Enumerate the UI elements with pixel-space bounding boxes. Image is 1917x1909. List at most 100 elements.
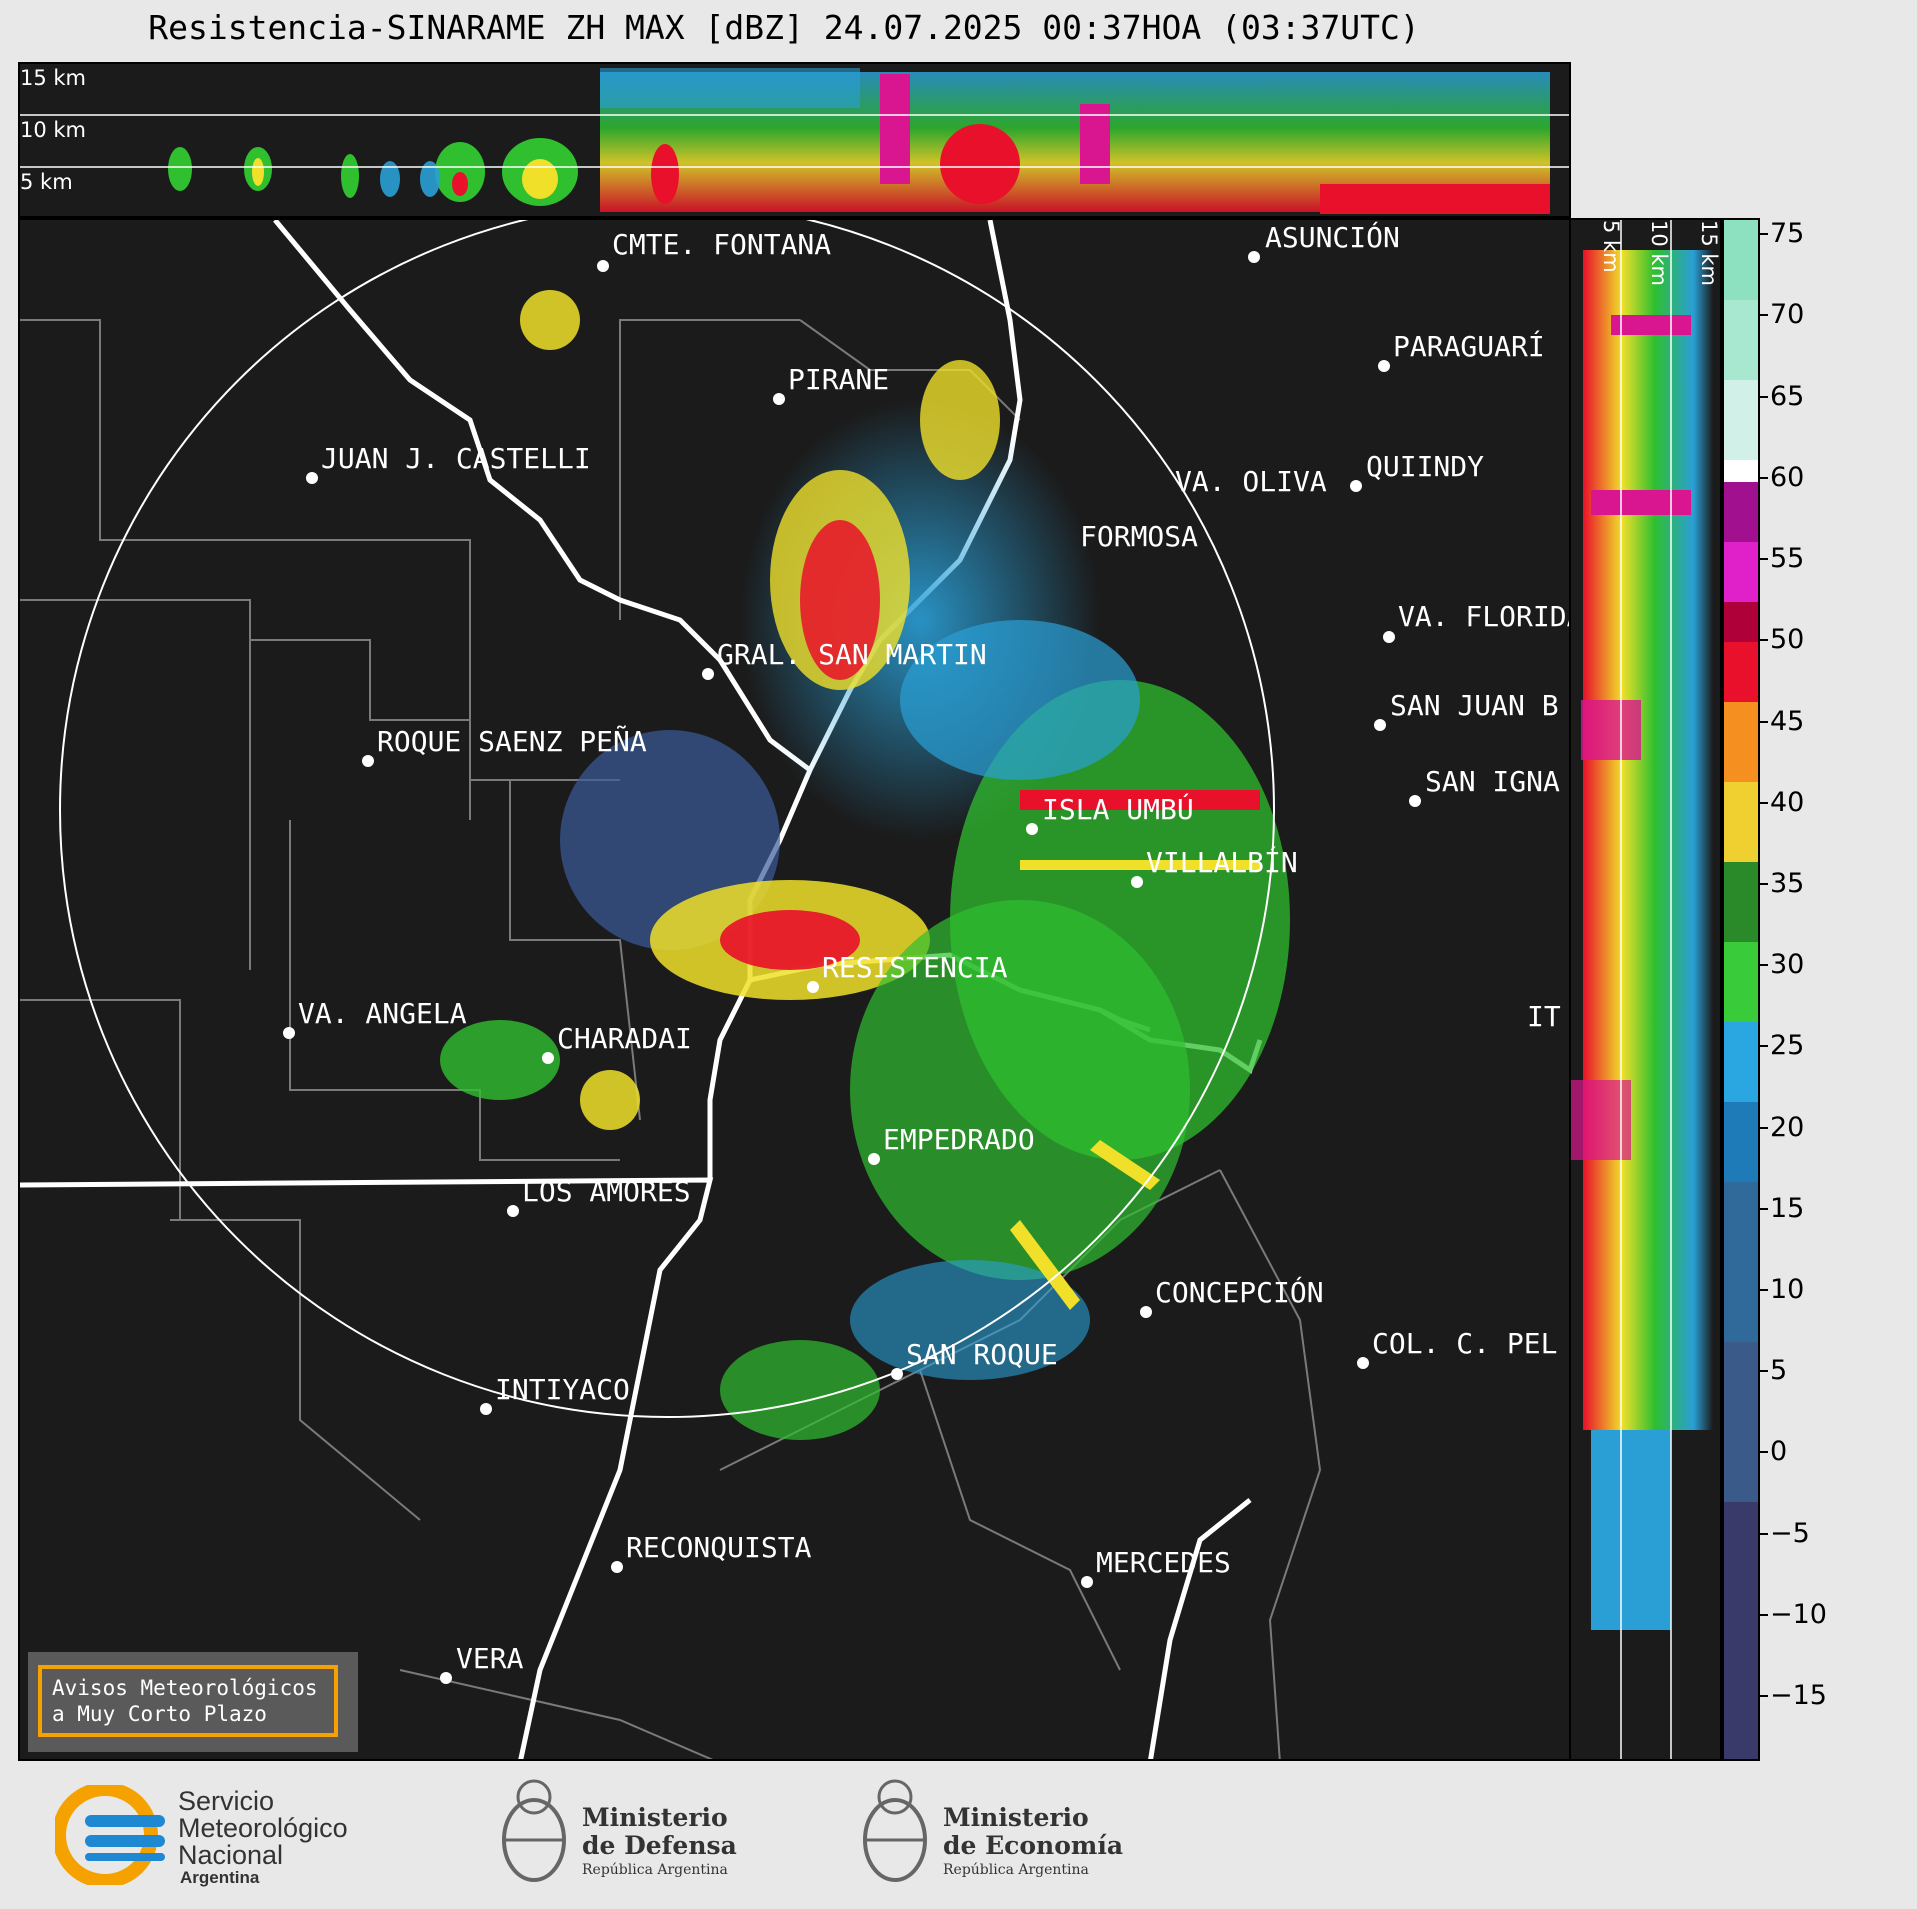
city-dot — [1140, 1306, 1152, 1318]
colorbar-tick-mark — [1760, 720, 1768, 723]
colorbar-tick-mark — [1760, 395, 1768, 398]
side-height-label: 5 km — [1599, 220, 1623, 273]
colorbar-tick-label: 30 — [1770, 949, 1805, 981]
city-dot — [1131, 876, 1143, 888]
smn-logo-icon — [55, 1785, 165, 1885]
top-height-label: 5 km — [20, 170, 73, 194]
city-label-asuncion: ASUNCIÓN — [1265, 221, 1400, 254]
side-height-label: 15 km — [1697, 220, 1721, 287]
top-height-label: 15 km — [20, 66, 87, 90]
city-label-concepcion: CONCEPCIÓN — [1155, 1276, 1324, 1309]
side-profile-echoes — [1571, 220, 1713, 1759]
warning-line-1: Avisos Meteorológicos — [52, 1676, 318, 1700]
city-dot — [440, 1672, 452, 1684]
defensa-line-1: Ministerio — [582, 1803, 728, 1832]
colorbar-tick-mark — [1760, 1207, 1768, 1210]
colorbar-tick-mark — [1760, 314, 1768, 317]
city-dot — [542, 1052, 554, 1064]
defensa-line-2: de Defensa — [582, 1831, 737, 1860]
city-label-quiindy: QUIINDY — [1366, 450, 1485, 483]
smn-line-3: Nacional — [178, 1840, 284, 1870]
city-label-juan-j-castelli: JUAN J. CASTELLI — [321, 442, 591, 475]
city-label-it: IT — [1527, 1000, 1561, 1033]
city-dot — [868, 1153, 880, 1165]
city-dot — [1081, 1576, 1093, 1588]
colorbar-tick-mark — [1760, 1288, 1768, 1291]
city-dot — [1378, 360, 1390, 372]
city-dot — [1383, 631, 1395, 643]
colorbar-tick-label: 5 — [1770, 1355, 1788, 1387]
colorbar-tick-mark — [1760, 1695, 1768, 1698]
city-label-paraguari: PARAGUARÍ — [1393, 330, 1545, 363]
side-vertical-profile-panel: 5 km 10 km 15 km — [1569, 218, 1722, 1761]
city-dot — [702, 668, 714, 680]
colorbar — [1722, 218, 1760, 1761]
city-label-reconquista: RECONQUISTA — [626, 1531, 812, 1564]
colorbar-tick-label: 45 — [1770, 705, 1805, 737]
city-label-charadai: CHARADAI — [557, 1022, 692, 1055]
city-label-san-roque: SAN ROQUE — [906, 1338, 1058, 1371]
radar-map — [20, 220, 1322, 1759]
city-dot — [1026, 823, 1038, 835]
colorbar-tick-label: 65 — [1770, 380, 1805, 412]
city-label-va-angela: VA. ANGELA — [298, 997, 467, 1030]
city-dot — [1248, 251, 1260, 263]
city-dot — [507, 1205, 519, 1217]
warning-button[interactable]: Avisos Meteorológicos a Muy Corto Plazo — [38, 1665, 338, 1737]
colorbar-tick-label: 55 — [1770, 543, 1805, 575]
city-label-mercedes: MERCEDES — [1096, 1546, 1231, 1579]
city-label-roque-saenz-pena: ROQUE SAENZ PEÑA — [377, 725, 647, 758]
top-vertical-profile-panel: 15 km 10 km 5 km — [18, 62, 1571, 218]
smn-line-4: Argentina — [180, 1868, 260, 1887]
colorbar-tick-mark — [1760, 801, 1768, 804]
colorbar-tick-mark — [1760, 1451, 1768, 1454]
city-label-col-c-pel: COL. C. PEL — [1372, 1327, 1558, 1360]
smn-line-1: Servicio — [178, 1786, 275, 1816]
colorbar-tick-mark — [1760, 1613, 1768, 1616]
colorbar-tick-mark — [1760, 964, 1768, 967]
economia-line-3: República Argentina — [943, 1862, 1089, 1878]
city-dot — [283, 1027, 295, 1039]
city-dot — [1357, 1357, 1369, 1369]
city-label-vera: VERA — [456, 1642, 524, 1675]
top-profile-echoes — [20, 68, 1569, 214]
city-label-intiyaco: INTIYACO — [495, 1373, 630, 1406]
side-height-label: 10 km — [1647, 220, 1671, 287]
city-dot — [1350, 480, 1362, 492]
colorbar-tick-label: 50 — [1770, 624, 1805, 656]
city-dot — [597, 260, 609, 272]
coat-of-arms-icon — [502, 1779, 566, 1882]
city-label-pirane: PIRANE — [788, 363, 890, 396]
colorbar-tick-mark — [1760, 1045, 1768, 1048]
colorbar-tick-mark — [1760, 1370, 1768, 1373]
colorbar-tick-label: −10 — [1770, 1598, 1827, 1630]
colorbar-tick-label: 35 — [1770, 867, 1805, 899]
radar-site-dot — [807, 981, 819, 993]
warning-line-2: a Muy Corto Plazo — [52, 1702, 267, 1726]
coat-of-arms-icon — [863, 1779, 927, 1882]
colorbar-tick-label: 15 — [1770, 1192, 1805, 1224]
city-label-cmte-fontana: CMTE. FONTANA — [612, 228, 832, 261]
city-label-resistencia: RESISTENCIA — [822, 951, 1008, 984]
range-ring — [59, 220, 1275, 1418]
colorbar-tick-mark — [1760, 476, 1768, 479]
city-dot — [611, 1561, 623, 1573]
city-dot — [362, 755, 374, 767]
economia-line-1: Ministerio — [943, 1803, 1089, 1832]
city-label-empedrado: EMPEDRADO — [883, 1123, 1035, 1156]
city-label-los-amores: LOS AMORES — [522, 1175, 691, 1208]
colorbar-tick-mark — [1760, 233, 1768, 236]
city-label-villalbin: VILLALBÍN — [1146, 846, 1298, 879]
radar-map-panel — [18, 218, 1571, 1761]
colorbar-tick-mark — [1760, 1532, 1768, 1535]
city-dot — [891, 1368, 903, 1380]
city-label-san-igna: SAN IGNA — [1425, 765, 1560, 798]
city-dot — [306, 472, 318, 484]
defensa-line-3: República Argentina — [582, 1862, 728, 1878]
city-dot — [1374, 719, 1386, 731]
city-label-va-florida: VA. FLORIDA — [1398, 600, 1584, 633]
economia-line-2: de Economía — [943, 1831, 1124, 1860]
city-label-gral-san-martin: GRAL. SAN MARTIN — [717, 638, 987, 671]
smn-line-2: Meteorológico — [178, 1813, 348, 1843]
colorbar-tick-mark — [1760, 1126, 1768, 1129]
